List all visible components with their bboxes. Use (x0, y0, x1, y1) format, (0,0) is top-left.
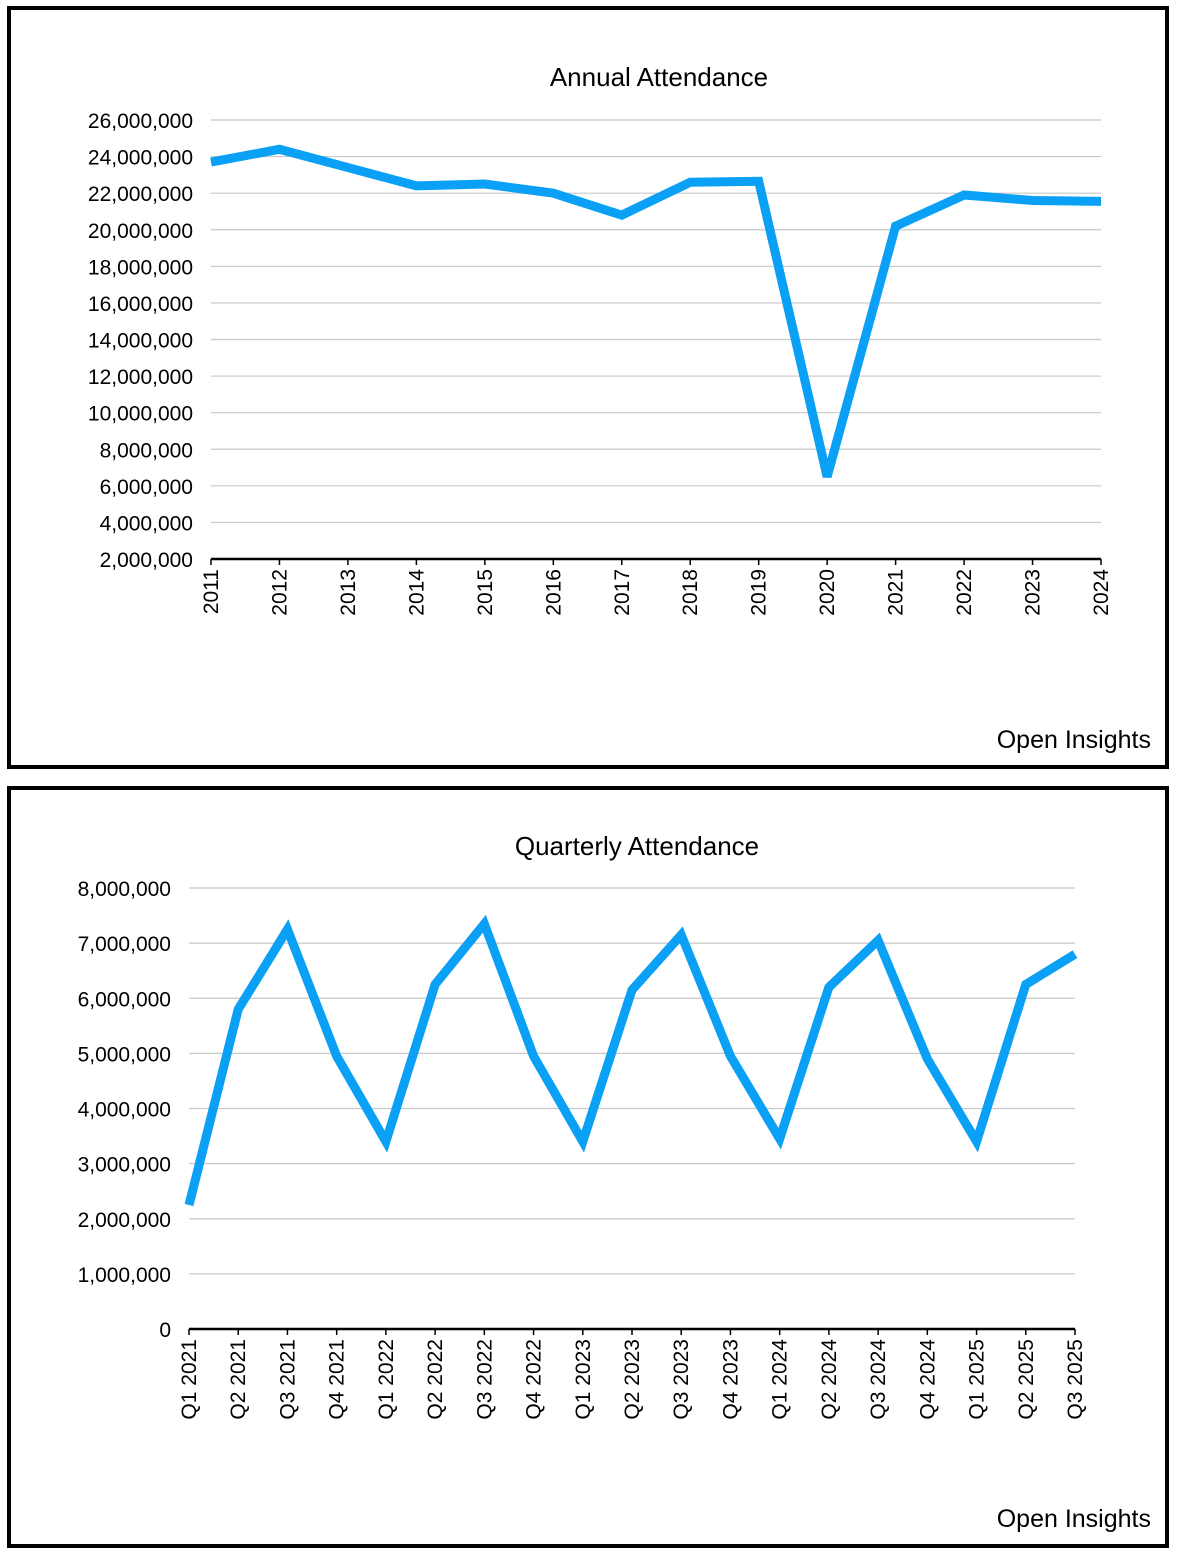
x-tick-label: 2020 (816, 569, 839, 616)
y-tick-label: 4,000,000 (100, 512, 193, 535)
x-tick-label: Q4 2021 (326, 1339, 349, 1420)
x-tick-label: 2022 (953, 569, 976, 616)
x-tick-label: Q2 2024 (818, 1339, 841, 1420)
y-tick-label: 16,000,000 (88, 293, 193, 316)
y-axis-ticks: 0 1,000,000 2,000,000 3,000,000 4,000,000 5,0… (78, 878, 171, 1342)
x-tick-label: 2024 (1090, 569, 1113, 616)
gridlines (211, 119, 1101, 524)
x-tick-label: Q1 2022 (375, 1339, 398, 1420)
source-label: Open Insights (996, 726, 1151, 754)
annual-attendance-panel: Annual Attendance 2,000,000 4,000,000 6,00… (7, 6, 1169, 769)
y-tick-label: 12,000,000 (88, 366, 193, 389)
gridlines (189, 887, 1075, 1275)
x-tick-label: Q2 2021 (227, 1339, 250, 1420)
x-tick-label: Q4 2022 (523, 1339, 546, 1420)
x-tick-label: Q3 2022 (473, 1339, 496, 1420)
series-line-0 (184, 914, 1078, 1207)
x-tick-label: 2014 (405, 569, 428, 616)
y-tick-label: 14,000,000 (88, 330, 193, 353)
x-tick-label: Q4 2024 (916, 1339, 939, 1420)
y-tick-label: 1,000,000 (78, 1264, 171, 1287)
x-tick-label: 2019 (748, 569, 771, 616)
source-label: Open Insights (996, 1505, 1151, 1533)
x-tick-label: 2012 (268, 569, 291, 616)
x-tick-label: Q2 2022 (424, 1339, 447, 1420)
annual-attendance-chart: Annual Attendance 2,000,000 4,000,000 6,00… (88, 62, 1113, 616)
y-tick-label: 2,000,000 (78, 1209, 171, 1232)
x-tick-label: Q3 2025 (1064, 1339, 1087, 1420)
x-tick-label: 2023 (1022, 569, 1045, 616)
y-tick-label: 8,000,000 (78, 878, 171, 901)
y-tick-label: 0 (159, 1319, 171, 1342)
x-tick-label: 2011 (200, 569, 223, 614)
y-tick-label: 5,000,000 (78, 1043, 171, 1066)
x-tick-label: Q3 2021 (276, 1339, 299, 1420)
series-points (188, 923, 1076, 1206)
x-axis-ticks: 2011 2012 2013 2014 2015 2016 2017 2018 2019 2020… (200, 559, 1113, 616)
x-tick-label: Q4 2023 (719, 1339, 742, 1420)
x-tick-label: 2018 (679, 569, 702, 616)
x-tick-label: 2016 (542, 569, 565, 616)
chart-title: Quarterly Attendance (515, 831, 759, 861)
y-tick-label: 24,000,000 (88, 147, 193, 170)
x-tick-label: Q2 2025 (1015, 1339, 1038, 1420)
y-tick-label: 8,000,000 (100, 439, 193, 462)
x-tick-label: Q3 2023 (670, 1339, 693, 1420)
y-axis-ticks: 2,000,000 4,000,000 6,000,000 8,000,000 10,0… (88, 110, 193, 572)
series-points (210, 149, 1102, 477)
y-tick-label: 7,000,000 (78, 933, 171, 956)
x-tick-label: 2015 (474, 569, 497, 616)
x-tick-label: Q1 2021 (178, 1339, 201, 1420)
x-tick-label: Q3 2024 (867, 1339, 890, 1420)
series-line-0 (210, 144, 1102, 478)
y-tick-label: 3,000,000 (78, 1154, 171, 1177)
y-tick-label: 18,000,000 (88, 256, 193, 279)
x-tick-label: Q1 2023 (572, 1339, 595, 1420)
chart-title: Annual Attendance (550, 62, 768, 92)
y-tick-label: 6,000,000 (78, 988, 171, 1011)
y-tick-label: 4,000,000 (78, 1099, 171, 1122)
x-axis-ticks: Q1 2021 Q2 2021 Q3 2021 Q4 2021 Q1 2022 Q2 20… (178, 1329, 1087, 1420)
y-tick-label: 10,000,000 (88, 403, 193, 426)
x-tick-label: Q2 2023 (621, 1339, 644, 1420)
y-tick-label: 26,000,000 (88, 110, 193, 133)
x-tick-label: 2021 (885, 569, 908, 616)
x-tick-label: Q1 2024 (769, 1339, 792, 1420)
y-tick-label: 6,000,000 (100, 476, 193, 499)
quarterly-attendance-panel: Quarterly Attendance 0 1,000,000 2,000,000… (7, 786, 1169, 1548)
y-tick-label: 22,000,000 (88, 183, 193, 206)
y-tick-label: 2,000,000 (100, 549, 193, 572)
x-tick-label: Q1 2025 (966, 1339, 989, 1420)
x-tick-label: 2017 (611, 569, 634, 616)
x-tick-label: 2013 (337, 569, 360, 616)
quarterly-attendance-chart: Quarterly Attendance 0 1,000,000 2,000,000… (78, 831, 1087, 1420)
y-tick-label: 20,000,000 (88, 220, 193, 243)
